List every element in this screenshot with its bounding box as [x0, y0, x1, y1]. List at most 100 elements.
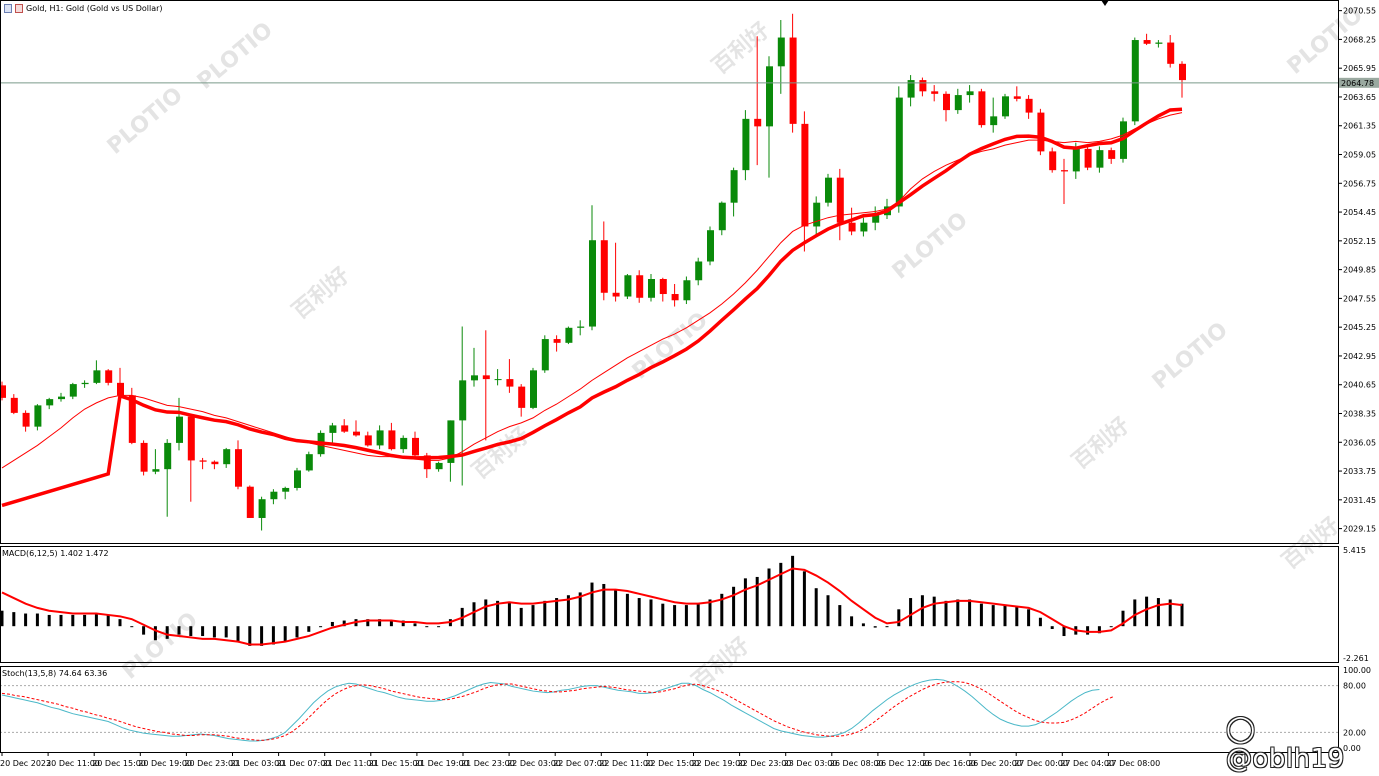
- macd-histogram-bar: [566, 595, 570, 627]
- candle-body: [1025, 98, 1033, 113]
- macd-histogram-bar: [637, 598, 641, 627]
- macd-histogram-bar: [944, 600, 948, 627]
- candle-body: [530, 370, 537, 408]
- candle-body: [376, 430, 384, 446]
- macd-histogram-bar: [342, 620, 346, 627]
- price-pane[interactable]: [0, 0, 1338, 531]
- candle-body: [506, 379, 514, 387]
- macd-pane-border: [0, 546, 1339, 663]
- macd-pane[interactable]: [0, 555, 1184, 646]
- macd-histogram-bar: [673, 605, 677, 627]
- candle-body: [777, 37, 785, 67]
- candle-body: [600, 240, 608, 293]
- chart-type-icon[interactable]: [15, 4, 23, 13]
- macd-histogram-bar: [389, 620, 393, 627]
- time-tick-label: 21 Dec 23:00: [461, 759, 515, 768]
- current-price-badge: [1339, 77, 1379, 88]
- candle-body: [412, 437, 419, 456]
- candle-body: [46, 399, 54, 406]
- stochastic-pane-border: [0, 666, 1339, 753]
- macd-histogram-bar: [425, 626, 429, 628]
- candle-body: [518, 386, 526, 408]
- macd-histogram-bar: [743, 578, 747, 627]
- candle-body: [1167, 42, 1175, 64]
- macd-signal-line: [1, 567, 1183, 646]
- candle-body: [801, 123, 809, 227]
- candle-body: [447, 420, 455, 463]
- candle-body: [754, 118, 762, 127]
- macd-histogram-bar: [1086, 626, 1090, 635]
- stochastic-signal-line: [1, 681, 1114, 741]
- candle-body: [836, 177, 844, 223]
- candle-body: [718, 202, 726, 231]
- macd-histogram-bar: [484, 599, 488, 627]
- macd-histogram-bar: [543, 600, 547, 627]
- macd-histogram-bar: [1015, 606, 1019, 627]
- candle-body: [400, 437, 408, 450]
- macd-histogram-bar: [307, 626, 311, 632]
- macd-histogram-bar: [260, 626, 264, 646]
- macd-histogram-bar: [826, 595, 830, 627]
- candle-body: [636, 275, 644, 298]
- macd-histogram-bar: [224, 626, 228, 638]
- time-tick-label: 22 Dec 19:00: [692, 759, 746, 768]
- price-tick-label: 2070.55: [1343, 7, 1376, 16]
- macd-histogram-bar: [684, 605, 688, 627]
- macd-histogram-bar: [437, 626, 441, 628]
- candle-body: [860, 222, 868, 232]
- price-tick-label: 2059.05: [1343, 151, 1376, 160]
- watermark-brand: PLOTIO: [888, 208, 973, 285]
- candle-body: [282, 487, 290, 492]
- candle-body: [978, 91, 986, 126]
- macd-histogram-bar: [401, 620, 405, 627]
- macd-histogram-bar: [118, 619, 122, 627]
- candle-body: [589, 240, 596, 327]
- macd-histogram-bar: [94, 613, 98, 627]
- macd-histogram-bar: [142, 626, 146, 635]
- macd-histogram-bar: [165, 626, 169, 639]
- macd-histogram-bar: [602, 583, 606, 627]
- candle-body: [624, 275, 632, 297]
- candle-body: [423, 455, 431, 470]
- price-tick-label: 2068.25: [1343, 35, 1376, 44]
- candle-body: [0, 385, 6, 398]
- candle-body: [235, 449, 242, 487]
- macd-histogram-bar: [413, 623, 417, 627]
- price-tick-label: 2029.15: [1343, 525, 1376, 534]
- macd-label: MACD(6,12,5) 1.402 1.472: [2, 549, 109, 558]
- time-tick-label: 23 Dec 03:00: [784, 759, 838, 768]
- candle-body: [931, 91, 939, 94]
- macd-histogram-bar: [153, 626, 157, 641]
- macd-histogram-bar: [106, 614, 110, 627]
- candle-body: [140, 442, 148, 472]
- time-tick-label: 20 Dec 19:00: [138, 759, 192, 768]
- chart-window-icon[interactable]: [4, 4, 12, 13]
- price-tick-label: 2052.15: [1343, 237, 1376, 246]
- candle-body: [553, 339, 561, 343]
- price-tick-label: 2038.35: [1343, 410, 1376, 419]
- time-tick-label: 20 Dec 2023: [0, 759, 51, 768]
- candle-body: [1072, 148, 1080, 172]
- candle-body: [1037, 112, 1045, 152]
- candle-body: [164, 442, 172, 470]
- stochastic-pane[interactable]: [0, 678, 1338, 742]
- candle-body: [919, 80, 927, 92]
- macd-histogram-bar: [720, 593, 724, 627]
- candle-body: [848, 222, 856, 232]
- macd-histogram-bar: [779, 562, 783, 627]
- macd-histogram-bar: [366, 619, 370, 627]
- candle-body: [187, 416, 195, 461]
- price-tick-label: 2056.75: [1343, 179, 1376, 188]
- candle-body: [105, 370, 113, 383]
- macd-histogram-bar: [59, 614, 63, 627]
- candle-body: [565, 327, 573, 343]
- macd-histogram-bar: [496, 600, 500, 627]
- candle-body: [482, 375, 490, 380]
- candle-body: [1143, 40, 1151, 44]
- macd-histogram-bar: [47, 614, 51, 627]
- price-tick-label: 2061.35: [1343, 122, 1376, 131]
- macd-histogram-bar: [1133, 599, 1137, 627]
- macd-histogram-bar: [0, 610, 4, 627]
- price-tick-label: 2045.25: [1343, 323, 1376, 332]
